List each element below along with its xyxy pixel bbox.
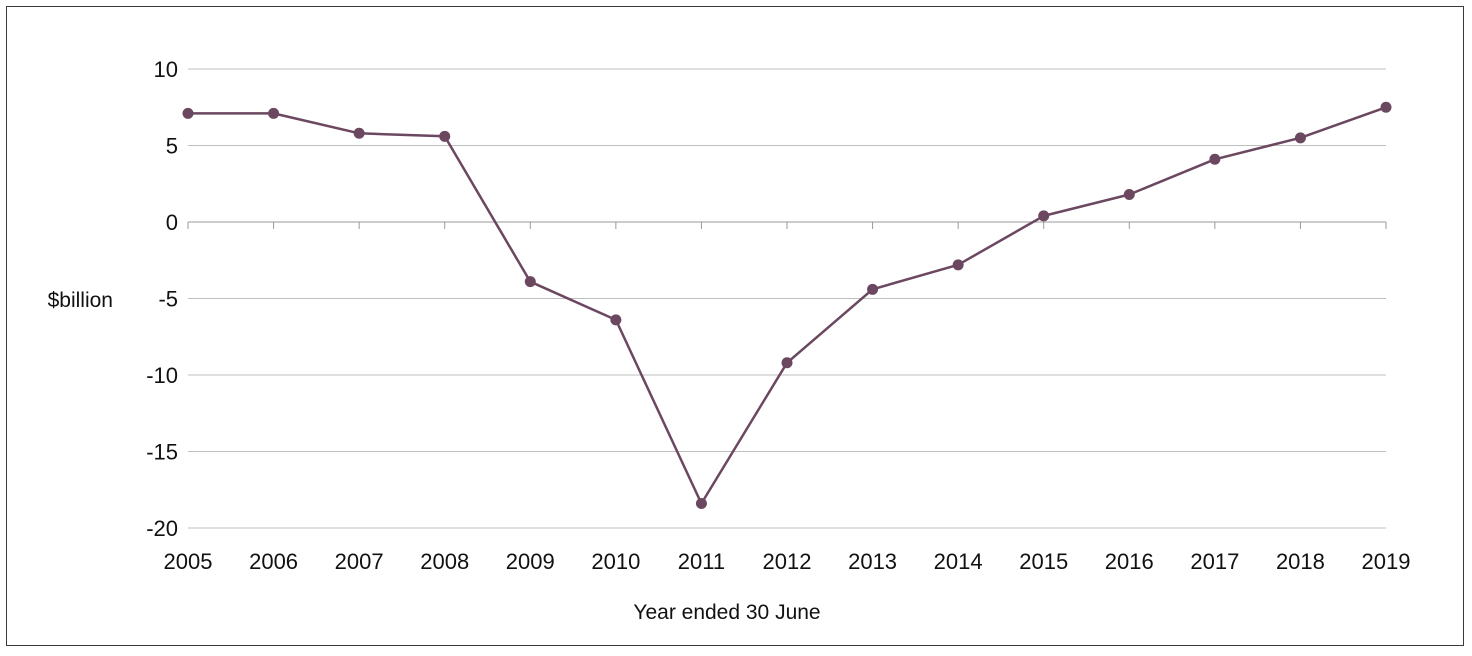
x-tick-labels: 2005 2006 2007 2008 2009 2010 2011 2012 2013 2014… — [164, 549, 1411, 574]
data-point — [439, 130, 451, 142]
x-axis — [187, 222, 1387, 229]
data-point — [1294, 132, 1306, 144]
x-tick-label: 2015 — [1019, 549, 1068, 574]
data-point — [353, 127, 365, 139]
data-series — [182, 101, 1392, 510]
series-line — [188, 106, 1387, 505]
x-tick-label: 2007 — [335, 549, 384, 574]
y-tick-label: -20 — [146, 516, 178, 541]
x-tick-label: 2013 — [848, 549, 897, 574]
y-tick-label: -5 — [158, 287, 178, 312]
x-tick-label: 2014 — [934, 549, 983, 574]
y-axis-title: $billion — [48, 289, 113, 312]
y-tick-label: 5 — [166, 134, 178, 159]
x-tick-label: 2016 — [1105, 549, 1154, 574]
y-tick-labels: 10 5 0 -5 -10 -15 -20 — [146, 57, 178, 541]
x-tick-label: 2018 — [1276, 549, 1325, 574]
y-tick-label: 0 — [166, 210, 178, 235]
data-point — [781, 357, 793, 369]
y-tick-label: 10 — [154, 57, 178, 82]
x-tick-label: 2006 — [249, 549, 298, 574]
data-point — [268, 107, 280, 119]
data-point — [610, 314, 622, 326]
data-point — [1380, 101, 1392, 113]
data-point — [867, 283, 879, 295]
x-tick-label: 2017 — [1190, 549, 1239, 574]
x-tick-label: 2019 — [1362, 549, 1411, 574]
data-point — [695, 498, 707, 510]
data-point — [952, 259, 964, 271]
y-tick-label: -10 — [146, 363, 178, 388]
x-tick-label: 2010 — [591, 549, 640, 574]
x-tick-label: 2009 — [506, 549, 555, 574]
data-point — [182, 107, 194, 119]
data-point — [1123, 188, 1135, 200]
grid-lines — [188, 68, 1386, 529]
x-tick-label: 2005 — [164, 549, 213, 574]
x-tick-label: 2011 — [678, 549, 725, 574]
data-point — [1038, 210, 1050, 222]
data-point — [524, 276, 536, 288]
x-tick-label: 2012 — [763, 549, 812, 574]
x-axis-title: Year ended 30 June — [633, 601, 820, 624]
y-tick-label: -15 — [146, 440, 178, 465]
x-tick-label: 2008 — [420, 549, 469, 574]
data-point — [1209, 153, 1221, 165]
